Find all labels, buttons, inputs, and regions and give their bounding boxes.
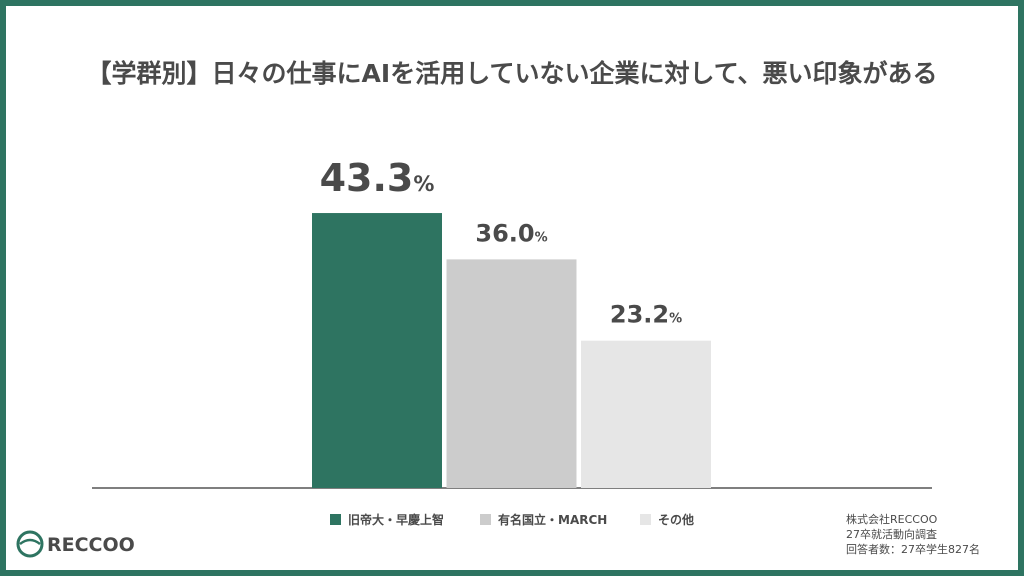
source-line: 株式会社RECCOO — [846, 512, 938, 526]
source-line: 27卒就活動向調査 — [846, 527, 937, 541]
logo-icon-mark — [19, 538, 41, 546]
legend-label: 旧帝大・早慶上智 — [348, 512, 444, 527]
legend-swatch — [480, 514, 491, 525]
logo: RECCOO — [16, 530, 135, 558]
value-label: 43.3% — [320, 156, 435, 200]
source-line: 回答者数：27卒学生827名 — [846, 542, 980, 556]
bar — [312, 213, 442, 489]
legend-label: 有名国立・MARCH — [498, 512, 607, 527]
legend-swatch — [330, 514, 341, 525]
value-label: 36.0% — [475, 219, 547, 247]
logo-text: RECCOO — [47, 534, 135, 556]
legend-swatch — [640, 514, 651, 525]
legend-label: その他 — [658, 512, 694, 527]
bar — [446, 259, 577, 488]
value-label: 23.2% — [610, 301, 682, 329]
logo-icon — [16, 530, 44, 558]
bar — [581, 340, 711, 488]
chart-title: 【学群別】日々の仕事にAIを活用していない企業に対して、悪い印象がある — [87, 59, 938, 88]
